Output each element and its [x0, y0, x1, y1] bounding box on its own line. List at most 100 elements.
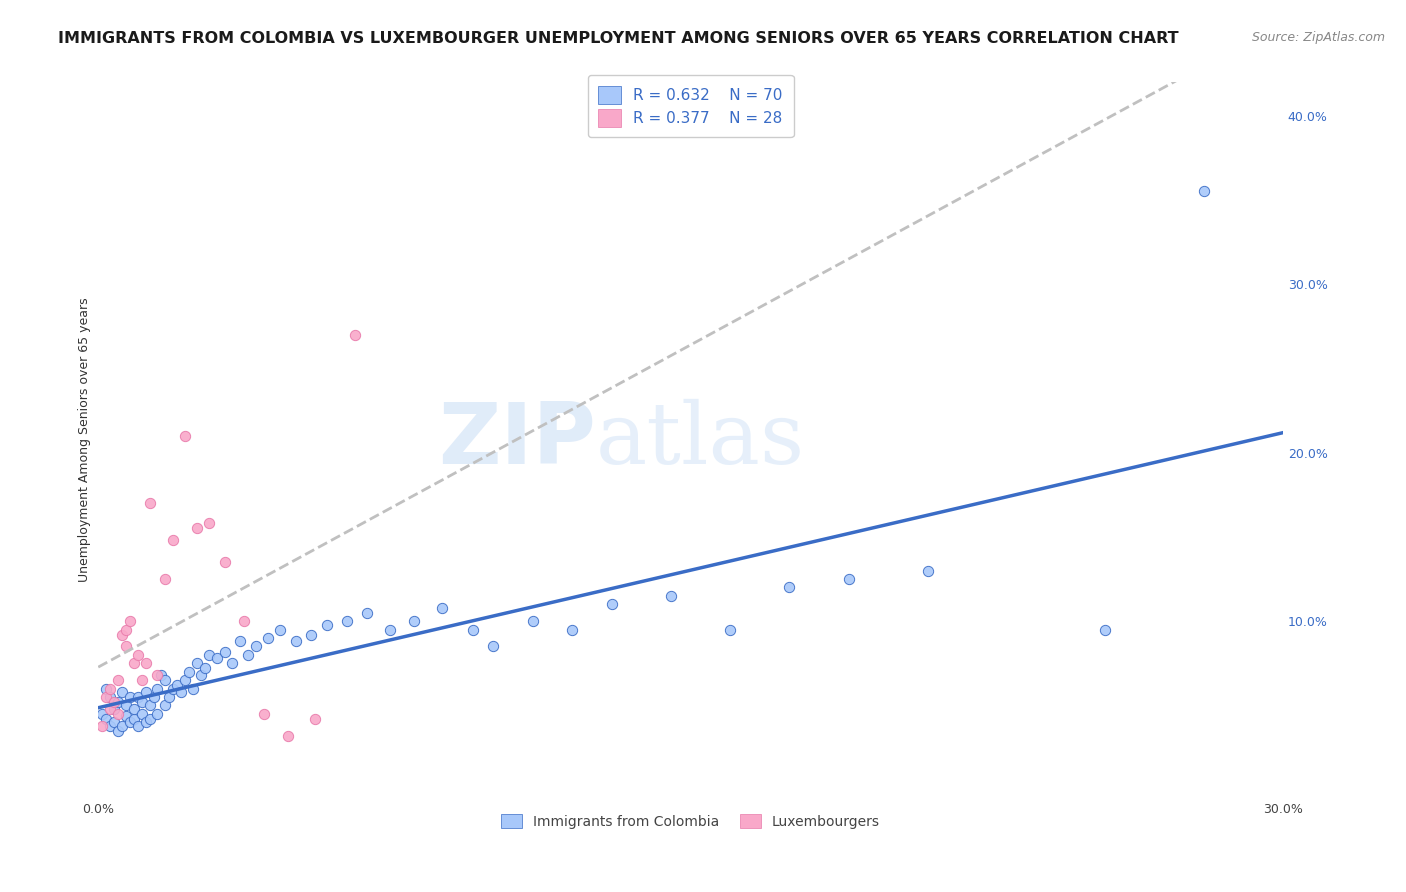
Point	[122, 702, 145, 716]
Point	[115, 623, 138, 637]
Point	[131, 695, 153, 709]
Point	[155, 673, 177, 688]
Point	[94, 712, 117, 726]
Point	[190, 668, 212, 682]
Point	[380, 623, 402, 637]
Point	[718, 623, 741, 637]
Point	[181, 681, 204, 696]
Point	[135, 685, 157, 699]
Point	[111, 628, 134, 642]
Point	[177, 665, 200, 679]
Point	[94, 690, 117, 704]
Text: Source: ZipAtlas.com: Source: ZipAtlas.com	[1251, 31, 1385, 45]
Point	[482, 640, 505, 654]
Point	[91, 706, 114, 721]
Point	[150, 668, 173, 682]
Point	[194, 661, 217, 675]
Point	[917, 564, 939, 578]
Point	[115, 698, 138, 713]
Point	[146, 668, 169, 682]
Point	[221, 657, 243, 671]
Point	[135, 715, 157, 730]
Point	[118, 690, 141, 704]
Text: atlas: atlas	[596, 399, 806, 482]
Point	[838, 572, 860, 586]
Point	[115, 708, 138, 723]
Point	[118, 614, 141, 628]
Point	[131, 673, 153, 688]
Point	[253, 706, 276, 721]
Point	[316, 617, 339, 632]
Point	[98, 690, 121, 704]
Point	[103, 695, 125, 709]
Point	[214, 644, 236, 658]
Point	[127, 719, 149, 733]
Point	[463, 623, 485, 637]
Point	[229, 634, 252, 648]
Point	[356, 606, 378, 620]
Point	[94, 681, 117, 696]
Point	[135, 657, 157, 671]
Point	[166, 678, 188, 692]
Point	[170, 685, 193, 699]
Point	[430, 600, 453, 615]
Point	[115, 640, 138, 654]
Point	[1094, 623, 1116, 637]
Point	[198, 516, 221, 531]
Point	[146, 706, 169, 721]
Point	[118, 715, 141, 730]
Point	[107, 695, 129, 709]
Point	[659, 589, 682, 603]
Point	[98, 681, 121, 696]
Point	[162, 681, 184, 696]
Point	[284, 634, 307, 648]
Legend: Immigrants from Colombia, Luxembourgers: Immigrants from Colombia, Luxembourgers	[495, 808, 886, 834]
Point	[103, 702, 125, 716]
Point	[343, 327, 366, 342]
Point	[174, 429, 197, 443]
Point	[138, 698, 160, 713]
Point	[277, 729, 299, 743]
Point	[1192, 185, 1215, 199]
Point	[198, 648, 221, 662]
Y-axis label: Unemployment Among Seniors over 65 years: Unemployment Among Seniors over 65 years	[79, 298, 91, 582]
Point	[107, 706, 129, 721]
Point	[127, 690, 149, 704]
Point	[238, 648, 260, 662]
Point	[157, 690, 180, 704]
Point	[304, 712, 326, 726]
Point	[301, 628, 323, 642]
Point	[155, 698, 177, 713]
Point	[186, 521, 208, 535]
Point	[122, 712, 145, 726]
Point	[155, 572, 177, 586]
Point	[91, 719, 114, 733]
Point	[561, 623, 583, 637]
Point	[522, 614, 544, 628]
Point	[269, 623, 291, 637]
Point	[146, 681, 169, 696]
Point	[107, 723, 129, 738]
Point	[103, 715, 125, 730]
Point	[162, 533, 184, 548]
Point	[257, 631, 280, 645]
Point	[131, 706, 153, 721]
Point	[127, 648, 149, 662]
Point	[174, 673, 197, 688]
Point	[138, 496, 160, 510]
Text: ZIP: ZIP	[439, 399, 596, 482]
Point	[98, 719, 121, 733]
Point	[214, 555, 236, 569]
Point	[142, 690, 165, 704]
Point	[245, 640, 267, 654]
Point	[138, 712, 160, 726]
Point	[336, 614, 359, 628]
Point	[778, 581, 800, 595]
Point	[107, 673, 129, 688]
Point	[122, 657, 145, 671]
Point	[205, 651, 228, 665]
Point	[111, 719, 134, 733]
Point	[600, 597, 623, 611]
Point	[111, 685, 134, 699]
Text: IMMIGRANTS FROM COLOMBIA VS LUXEMBOURGER UNEMPLOYMENT AMONG SENIORS OVER 65 YEAR: IMMIGRANTS FROM COLOMBIA VS LUXEMBOURGER…	[58, 31, 1180, 46]
